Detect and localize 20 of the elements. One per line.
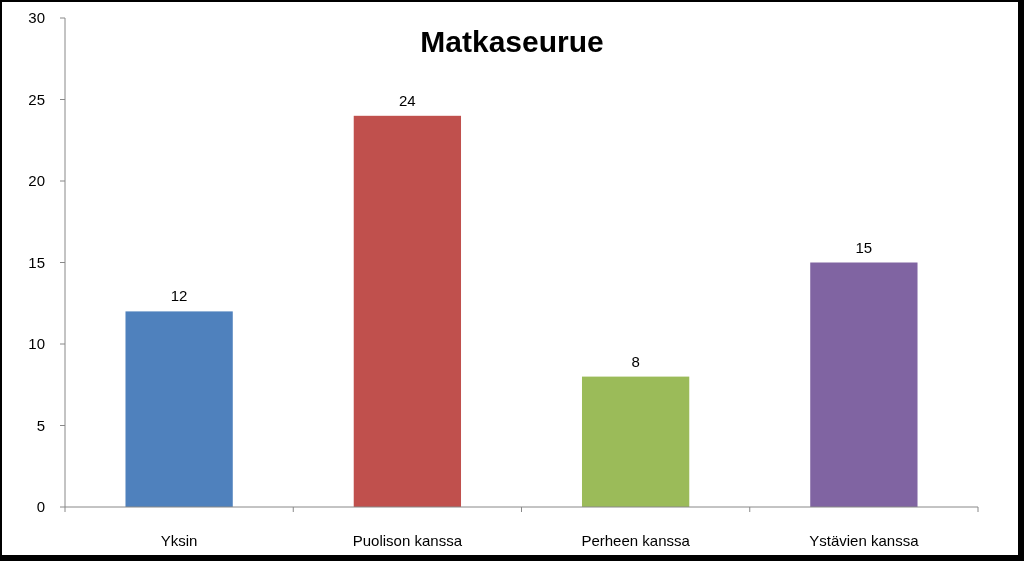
chart-title: Matkaseurue <box>420 25 604 58</box>
y-tick-label: 5 <box>36 416 45 434</box>
y-tick-label: 25 <box>28 90 45 108</box>
y-tick-label: 20 <box>28 172 45 189</box>
y-tick-label: 30 <box>28 9 45 26</box>
x-tick-label: Yksin <box>160 532 198 549</box>
bar <box>125 311 233 507</box>
y-tick-label: 0 <box>36 498 45 515</box>
x-tick-label: Puolison kanssa <box>352 532 463 549</box>
bar <box>581 376 690 507</box>
x-tick-label: Perheen kanssa <box>581 532 691 549</box>
y-tick-label: 10 <box>28 335 45 352</box>
data-label: 8 <box>631 352 640 370</box>
data-label: 24 <box>399 91 416 109</box>
bar <box>810 262 918 507</box>
data-label: 15 <box>855 238 873 256</box>
bar <box>353 115 462 507</box>
x-tick-label: Ystävien kanssa <box>809 532 920 549</box>
y-tick-label: 15 <box>28 253 45 271</box>
data-label: 12 <box>170 287 188 305</box>
